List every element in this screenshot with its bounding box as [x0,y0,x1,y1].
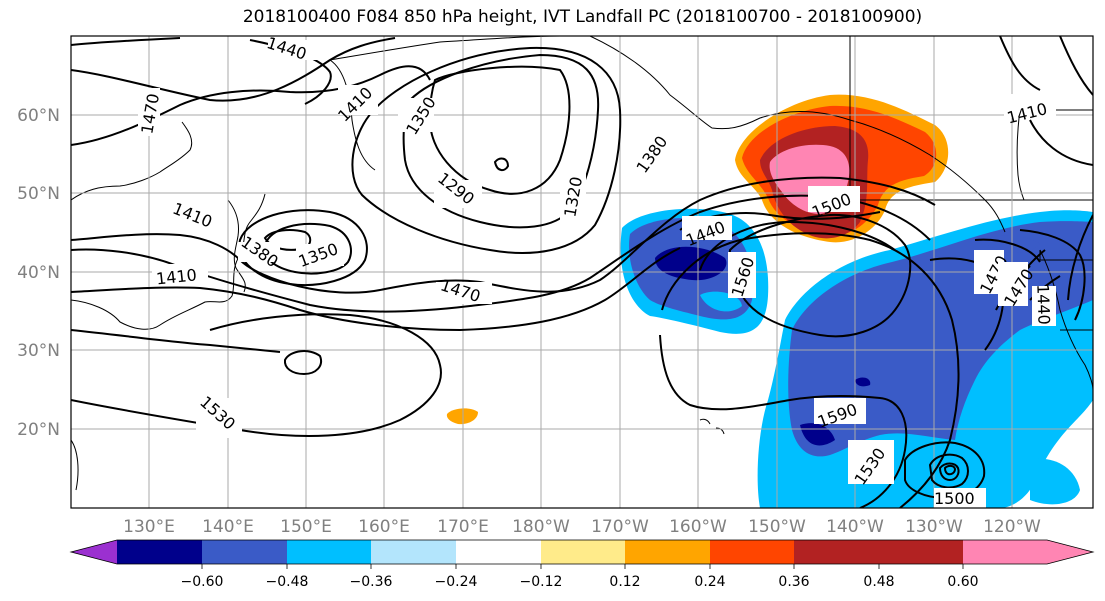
colorbar-tick-label: 0.24 [694,574,725,590]
lat-label: 30°N [17,341,60,361]
lon-label: 130°W [905,517,963,537]
lon-label: 160°E [358,517,410,537]
contour-label: 1440 [1033,284,1053,325]
colorbar-extend-high [1047,540,1093,564]
colorbar-tick-label: −0.36 [350,574,393,590]
colorbar-segment [456,540,541,564]
lon-label: 140°W [826,517,884,537]
lon-label: 130°E [123,517,175,537]
latitude-labels: 60°N 50°N 40°N 30°N 20°N [17,106,60,440]
longitude-labels: 130°E 140°E 150°E 160°E 170°E 180°W 170°… [123,517,1041,537]
colorbar-tick-label: 0.12 [609,574,640,590]
colorbar-segment [710,540,795,564]
lat-label: 40°N [17,263,60,283]
colorbar-segment [287,540,372,564]
colorbar-segment [963,540,1047,564]
colorbar-tick-label: 0.36 [778,574,809,590]
lon-label: 170°E [437,517,489,537]
colorbar-outline [69,539,1095,565]
contour-label: 1410 [155,265,197,288]
contour-label: 1500 [934,489,975,508]
lon-label: 150°W [748,517,806,537]
ivt-positive-field-small [446,408,478,425]
ivt-negative-field-west [620,208,769,334]
colorbar-segment [625,540,710,564]
lon-label: 140°E [202,517,254,537]
colorbar-segment [117,540,202,564]
colorbar: −0.60 −0.48 −0.36 −0.24 −0.12 0.12 0.24 … [69,539,1095,590]
colorbar-tick-label: −0.24 [435,574,478,590]
ivt-positive-field-gulf-of-alaska [735,94,949,243]
lon-label: 160°W [669,517,727,537]
colorbar-segment [541,540,626,564]
lat-label: 60°N [17,106,60,126]
colorbar-segment [202,540,287,564]
map-border [70,35,1094,509]
colorbar-tick-label: −0.60 [181,574,224,590]
colorbar-tick-label: −0.48 [266,574,309,590]
colorbar-segment [371,540,456,564]
lat-label: 50°N [17,184,60,204]
colorbar-tick-label: 0.60 [947,574,978,590]
colorbar-segment [794,540,879,564]
map-content: 1440 1470 1410 1350 1380 1410 1290 1320 … [71,36,1093,508]
lon-label: 150°E [280,517,332,537]
lat-label: 20°N [17,420,60,440]
lon-label: 180°W [512,517,570,537]
chart-title: 2018100400 F084 850 hPa height, IVT Land… [242,7,923,27]
lon-label: 170°W [591,517,649,537]
colorbar-segment [879,540,963,564]
colorbar-tick-label: 0.48 [863,574,894,590]
lon-label: 120°W [983,517,1041,537]
colorbar-extend-low [71,540,117,564]
colorbar-tick-label: −0.12 [520,574,563,590]
